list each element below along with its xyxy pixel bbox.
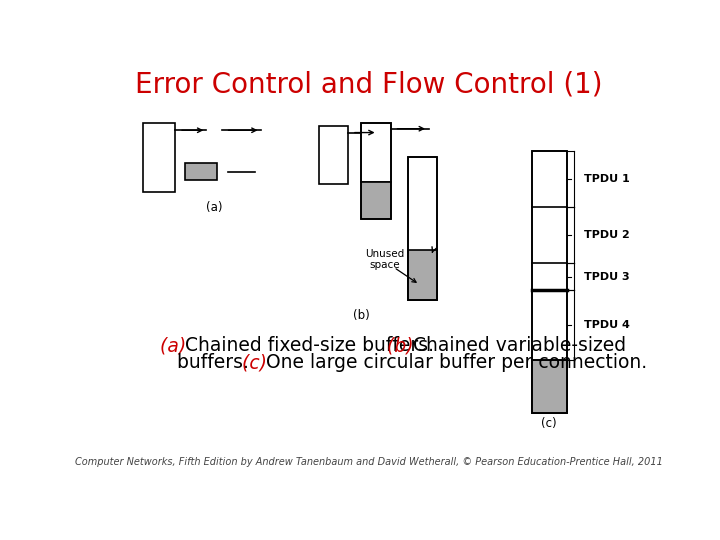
Bar xyxy=(143,123,175,192)
Text: (c): (c) xyxy=(242,353,273,372)
Text: Computer Networks, Fifth Edition by Andrew Tanenbaum and David Wetherall, © Pear: Computer Networks, Fifth Edition by Andr… xyxy=(75,457,663,467)
Bar xyxy=(408,157,437,300)
Bar xyxy=(361,182,391,219)
Bar xyxy=(361,123,391,219)
Text: Chained variable-sized: Chained variable-sized xyxy=(413,336,626,355)
Bar xyxy=(184,164,217,180)
Text: Unused
space: Unused space xyxy=(365,249,404,271)
Bar xyxy=(408,249,437,300)
Text: buffers.: buffers. xyxy=(177,353,261,372)
Text: (b): (b) xyxy=(353,308,369,321)
Text: (a): (a) xyxy=(160,336,192,355)
Bar xyxy=(532,151,567,413)
Text: (b): (b) xyxy=(387,336,420,355)
Bar xyxy=(532,151,567,413)
Text: Chained fixed-size buffers.: Chained fixed-size buffers. xyxy=(185,336,446,355)
Text: TPDU 2: TPDU 2 xyxy=(585,231,630,240)
Bar xyxy=(408,157,437,300)
Bar xyxy=(361,123,391,182)
Text: TPDU 3: TPDU 3 xyxy=(585,272,630,282)
Text: Error Control and Flow Control (1): Error Control and Flow Control (1) xyxy=(135,70,603,98)
Text: TPDU 1: TPDU 1 xyxy=(585,174,630,184)
Text: One large circular buffer per connection.: One large circular buffer per connection… xyxy=(266,353,647,372)
Bar xyxy=(319,126,348,184)
Text: TPDU 4: TPDU 4 xyxy=(585,320,630,330)
Text: (c): (c) xyxy=(541,417,557,430)
Bar xyxy=(532,360,567,413)
Text: (a): (a) xyxy=(206,201,222,214)
